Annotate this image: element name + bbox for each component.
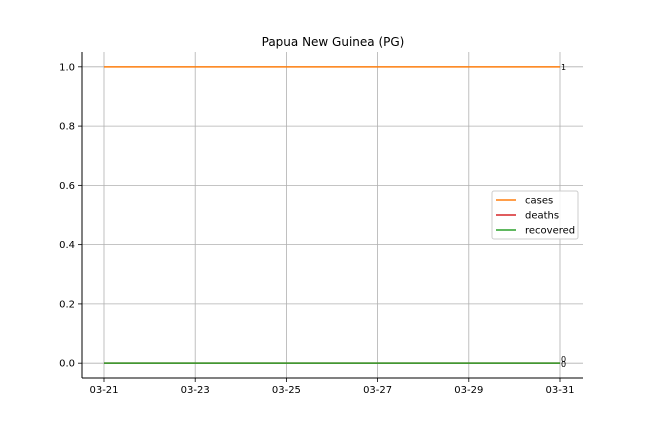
legend-label-deaths: deaths bbox=[525, 211, 559, 222]
legend: cases deaths recovered bbox=[491, 190, 579, 240]
x-ticks: 03-21 03-23 03-25 03-27 03-29 03-31 bbox=[89, 378, 575, 396]
legend-box bbox=[491, 190, 579, 240]
series-group bbox=[104, 66, 560, 364]
legend-label-recovered: recovered bbox=[525, 226, 575, 237]
legend-label-cases: cases bbox=[525, 196, 553, 207]
x-tick-label: 03-23 bbox=[181, 385, 210, 396]
y-tick-label: 0.0 bbox=[59, 359, 75, 370]
chart-title: Papua New Guinea (PG) bbox=[262, 35, 405, 49]
y-ticks: 0.0 0.2 0.4 0.6 0.8 1.0 bbox=[59, 62, 82, 370]
x-tick-label: 03-25 bbox=[272, 385, 301, 396]
end-label-deaths: 0 bbox=[561, 355, 566, 364]
x-tick-label: 03-21 bbox=[89, 385, 118, 396]
x-tick-label: 03-31 bbox=[545, 385, 574, 396]
y-tick-label: 1.0 bbox=[59, 62, 75, 73]
end-label-recovered: 0 bbox=[561, 360, 566, 369]
end-labels: 1 00 bbox=[561, 63, 566, 369]
axes bbox=[81, 52, 583, 379]
y-tick-label: 0.2 bbox=[59, 299, 75, 310]
end-label-cases: 1 bbox=[561, 63, 566, 72]
y-tick-label: 0.6 bbox=[59, 181, 75, 192]
y-tick-label: 0.8 bbox=[59, 122, 75, 133]
y-tick-label: 0.4 bbox=[59, 240, 75, 251]
x-tick-label: 03-27 bbox=[363, 385, 392, 396]
x-tick-label: 03-29 bbox=[454, 385, 483, 396]
